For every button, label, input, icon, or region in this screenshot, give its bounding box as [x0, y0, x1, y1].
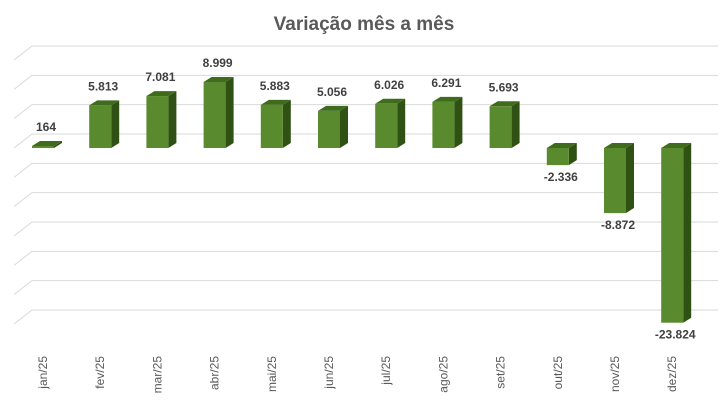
x-tick-label: nov/25: [608, 356, 622, 392]
bar-front: [489, 106, 512, 148]
data-labels: 164 5.813 7.081 8.999 5.883 5.056 6.026 6.291 5.…: [36, 56, 696, 342]
bar-side: [626, 143, 634, 214]
bar-top: [661, 143, 692, 148]
gridline: [13, 280, 718, 296]
data-label: 5.883: [260, 79, 290, 93]
bar-front: [432, 101, 455, 148]
bar-nov-25: [604, 143, 634, 214]
bar-front: [146, 96, 169, 148]
bar-top: [260, 99, 291, 105]
bar-top: [546, 143, 577, 148]
x-tick-label: jan/25: [36, 356, 50, 390]
bar-side: [168, 91, 177, 148]
bar-front: [203, 82, 226, 148]
x-tick-label: abr/25: [208, 356, 222, 390]
bar-side: [683, 143, 692, 323]
data-label: 6.291: [431, 76, 461, 90]
bar-jul-25: [375, 98, 406, 148]
x-tick-label: jul/25: [379, 356, 393, 386]
x-tick-label: mai/25: [265, 356, 279, 392]
gridline: [13, 45, 718, 61]
bar-top: [32, 141, 62, 146]
data-label: 5.056: [317, 85, 347, 99]
bar-side: [54, 141, 62, 148]
bar-front: [375, 103, 398, 148]
bar-front: [546, 148, 569, 166]
x-tick-label: set/25: [494, 356, 508, 389]
data-label: -2.336: [544, 170, 578, 184]
gridline: [13, 133, 718, 149]
gridline: [13, 192, 718, 208]
bar-front: [32, 146, 54, 148]
bar-front: [260, 104, 283, 148]
chart-title: Variação mês a mês: [273, 14, 455, 35]
bar-top: [604, 143, 634, 148]
data-label: 8.999: [203, 56, 233, 70]
bar-front: [318, 110, 340, 148]
x-tick-label: jun/25: [322, 356, 336, 390]
bar-side: [511, 101, 520, 148]
x-tick-label: mar/25: [150, 356, 164, 394]
gridline: [13, 309, 718, 325]
bar-side: [282, 99, 291, 148]
gridline: [13, 250, 718, 266]
x-tick-label: fev/25: [93, 356, 107, 389]
x-tick-label: dez/25: [665, 356, 679, 392]
bar-top: [375, 98, 406, 104]
bar-jan-25: [32, 141, 62, 148]
data-label: 5.693: [489, 80, 519, 94]
data-label: -23.824: [655, 328, 696, 342]
bar-fev-25: [89, 100, 120, 148]
gridline: [13, 74, 718, 90]
bar-side: [568, 143, 577, 166]
bar-out-25: [546, 143, 577, 166]
data-label: 6.026: [374, 78, 404, 92]
data-label: 7.081: [145, 70, 175, 84]
data-label: 5.813: [88, 79, 118, 93]
bar-dez-25: [661, 143, 692, 323]
bar-front: [604, 148, 626, 214]
bar-top: [203, 77, 234, 83]
bar-side: [340, 105, 348, 148]
bar-mar-25: [146, 91, 177, 148]
bars: [32, 77, 692, 323]
bar-jun-25: [318, 105, 348, 148]
x-tick-labels: jan/25 fev/25 mar/25 abr/25 mai/25 jun/25 jul/…: [36, 356, 679, 394]
bar-side: [225, 77, 234, 148]
gridline: [13, 162, 718, 178]
bar-top: [489, 101, 520, 107]
bar-abr-25: [203, 77, 234, 148]
bar-side: [111, 100, 120, 148]
bar-top: [146, 91, 177, 97]
bar-top: [432, 96, 463, 102]
bar-side: [397, 98, 406, 148]
x-tick-label: ago/25: [436, 356, 450, 393]
bar-front: [661, 148, 684, 323]
x-tick-label: out/25: [551, 356, 565, 390]
bar-front: [89, 105, 112, 148]
gridlines: [13, 45, 718, 325]
bar-side: [454, 96, 463, 148]
data-label: -8.872: [601, 218, 635, 232]
bar-top: [89, 100, 120, 106]
gridline: [13, 221, 718, 237]
data-label: 164: [36, 120, 56, 134]
bar-ago-25: [432, 96, 463, 148]
bar-set-25: [489, 101, 520, 148]
bar-mai-25: [260, 99, 291, 148]
gridline: [13, 104, 718, 120]
bar-top: [318, 105, 348, 111]
